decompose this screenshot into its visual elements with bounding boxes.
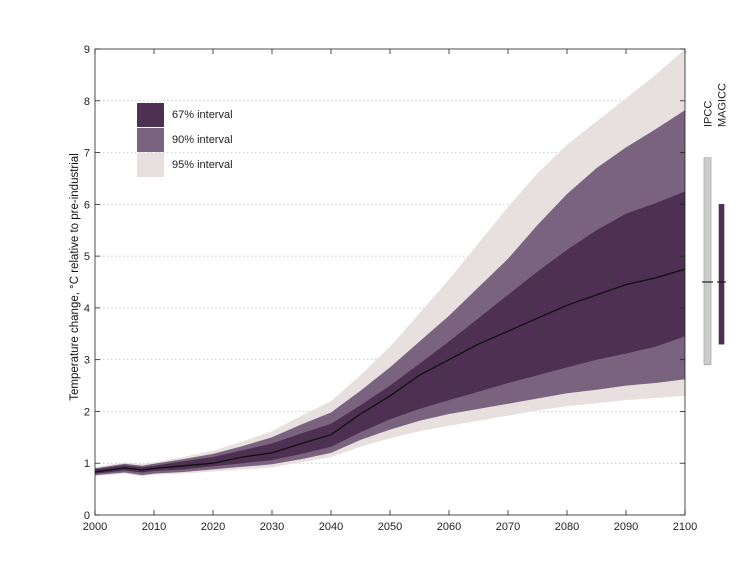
legend-label-90: 90% interval (172, 134, 233, 146)
y-tick-label-3: 3 (84, 355, 90, 367)
legend-label-67: 67% interval (172, 109, 233, 121)
y-tick-label-1: 1 (84, 458, 90, 470)
legend-swatch-95 (137, 153, 164, 177)
y-tick-label-8: 8 (84, 96, 90, 108)
x-tick-label-2020: 2020 (201, 521, 225, 533)
x-tick-label-2080: 2080 (555, 521, 579, 533)
y-tick-label-0: 0 (84, 510, 90, 522)
median-line (94, 268, 686, 473)
x-axis-ticks: 2000 2010 2020 2030 2040 2050 2060 2070 2080 2090… (83, 49, 697, 533)
y-tick-label-7: 7 (84, 148, 90, 160)
legend-item-95: 95% interval (137, 153, 233, 177)
x-tick-label-2000: 2000 (83, 521, 107, 533)
legend-item-67: 67% interval (137, 103, 233, 127)
y-tick-label-2: 2 (84, 406, 90, 418)
x-tick-label-2090: 2090 (614, 521, 638, 533)
y-tick-label-5: 5 (84, 251, 90, 263)
x-tick-label-2060: 2060 (437, 521, 461, 533)
x-tick-label-2070: 2070 (496, 521, 520, 533)
uncertainty-bands (95, 49, 685, 477)
legend-swatch-67 (137, 103, 164, 127)
legend: 67% interval 90% interval 95% interval (137, 103, 233, 177)
legend-label-95: 95% interval (172, 159, 233, 171)
band-90-interval (95, 110, 685, 476)
y-tick-label-9: 9 (84, 44, 90, 56)
legend-item-90: 90% interval (137, 128, 233, 152)
magicc-range-bar (718, 204, 725, 345)
x-tick-label-2050: 2050 (378, 521, 402, 533)
x-tick-label-2010: 2010 (142, 521, 166, 533)
x-tick-label-2030: 2030 (260, 521, 284, 533)
y-tick-label-6: 6 (84, 199, 90, 211)
y-tick-label-4: 4 (84, 303, 90, 315)
side-range-bars: IPCC MAGICC (702, 83, 729, 366)
legend-swatch-90 (137, 128, 164, 152)
magicc-label: MAGICC (717, 83, 729, 127)
y-axis-label: Temperature change, °C relative to pre-i… (69, 153, 81, 401)
ipcc-label: IPCC (703, 101, 715, 127)
ipcc-range-bar (703, 157, 712, 366)
x-tick-label-2040: 2040 (319, 521, 343, 533)
x-tick-label-2100: 2100 (673, 521, 697, 533)
y-axis-ticks: 0 1 2 3 4 5 6 7 8 9 (84, 44, 685, 522)
median-line-group (94, 268, 686, 473)
band-67-interval (95, 191, 685, 474)
